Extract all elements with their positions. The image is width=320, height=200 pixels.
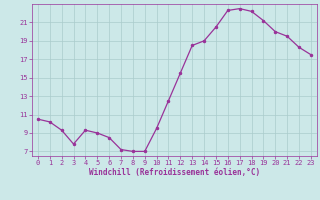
X-axis label: Windchill (Refroidissement éolien,°C): Windchill (Refroidissement éolien,°C) [89, 168, 260, 177]
